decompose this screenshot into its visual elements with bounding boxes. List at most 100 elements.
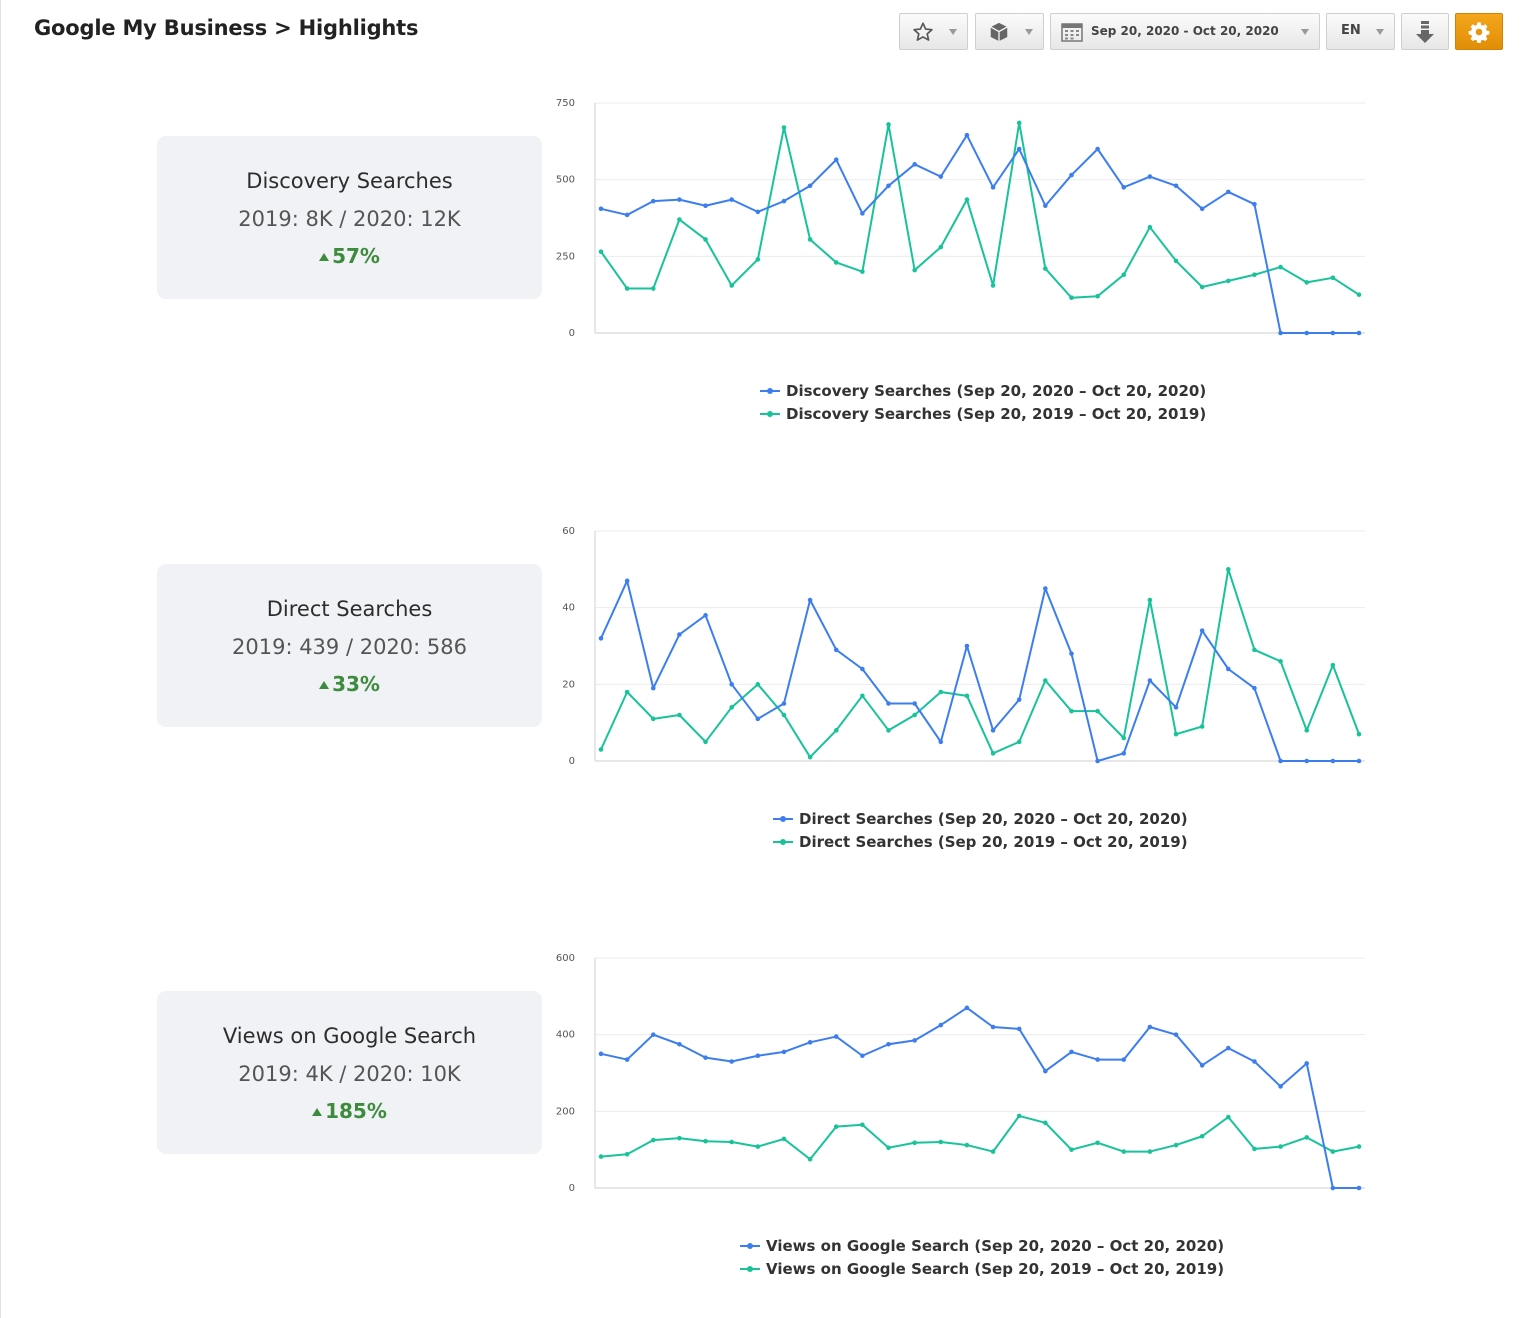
- data-point[interactable]: [1330, 758, 1336, 764]
- data-point[interactable]: [1121, 1057, 1127, 1062]
- data-point[interactable]: [1016, 697, 1022, 702]
- data-point[interactable]: [1043, 678, 1048, 683]
- data-point[interactable]: [1095, 146, 1100, 152]
- data-point[interactable]: [1016, 120, 1022, 126]
- legend-item[interactable]: Views on Google Search (Sep 20, 2020 – O…: [545, 1234, 1385, 1257]
- data-point[interactable]: [1199, 628, 1205, 633]
- data-point[interactable]: [1069, 1049, 1074, 1055]
- data-point[interactable]: [1278, 1084, 1283, 1089]
- data-point[interactable]: [833, 1034, 839, 1039]
- data-point[interactable]: [1252, 272, 1257, 278]
- data-point[interactable]: [1147, 1024, 1153, 1030]
- data-point[interactable]: [624, 578, 630, 584]
- data-point[interactable]: [1043, 586, 1048, 591]
- data-point[interactable]: [677, 1135, 682, 1141]
- data-point[interactable]: [938, 1139, 944, 1145]
- data-point[interactable]: [1043, 1068, 1048, 1074]
- data-point[interactable]: [624, 1057, 630, 1062]
- data-point[interactable]: [1016, 1113, 1022, 1119]
- data-point[interactable]: [886, 1041, 891, 1047]
- data-point[interactable]: [1226, 278, 1231, 284]
- data-point[interactable]: [598, 1051, 604, 1057]
- data-point[interactable]: [990, 283, 996, 288]
- legend-item[interactable]: Views on Google Search (Sep 20, 2019 – O…: [545, 1257, 1385, 1280]
- data-point[interactable]: [598, 1154, 604, 1159]
- data-point[interactable]: [1095, 758, 1100, 764]
- data-point[interactable]: [1356, 758, 1362, 764]
- data-point[interactable]: [598, 249, 604, 255]
- data-point[interactable]: [1147, 224, 1153, 230]
- data-point[interactable]: [677, 217, 682, 222]
- data-point[interactable]: [677, 197, 682, 202]
- view-selector-button[interactable]: [975, 13, 1044, 50]
- data-point[interactable]: [990, 728, 996, 733]
- data-point[interactable]: [1095, 293, 1100, 299]
- data-point[interactable]: [781, 1049, 787, 1055]
- data-point[interactable]: [1069, 651, 1074, 656]
- data-point[interactable]: [1356, 1144, 1362, 1149]
- data-point[interactable]: [650, 716, 656, 722]
- data-point[interactable]: [1147, 597, 1153, 603]
- data-point[interactable]: [886, 1145, 891, 1151]
- data-point[interactable]: [1356, 330, 1362, 336]
- data-point[interactable]: [912, 267, 917, 273]
- data-point[interactable]: [833, 647, 839, 653]
- data-point[interactable]: [1069, 708, 1074, 714]
- data-point[interactable]: [755, 257, 761, 262]
- data-point[interactable]: [1173, 258, 1179, 264]
- data-point[interactable]: [807, 754, 813, 760]
- data-point[interactable]: [860, 693, 865, 699]
- legend-item[interactable]: Discovery Searches (Sep 20, 2020 – Oct 2…: [545, 379, 1385, 402]
- data-point[interactable]: [650, 1032, 656, 1037]
- data-point[interactable]: [1016, 1026, 1022, 1032]
- data-point[interactable]: [990, 1149, 996, 1154]
- data-point[interactable]: [1278, 330, 1283, 336]
- data-point[interactable]: [729, 1139, 734, 1145]
- data-point[interactable]: [964, 197, 970, 202]
- data-point[interactable]: [1330, 1149, 1336, 1154]
- data-point[interactable]: [912, 701, 917, 706]
- data-point[interactable]: [807, 237, 813, 242]
- date-range-picker[interactable]: Sep 20, 2020 - Oct 20, 2020: [1050, 13, 1320, 50]
- data-point[interactable]: [729, 197, 734, 202]
- data-point[interactable]: [833, 157, 839, 163]
- data-point[interactable]: [1095, 1057, 1100, 1062]
- data-point[interactable]: [703, 237, 708, 242]
- data-point[interactable]: [1173, 731, 1179, 737]
- data-point[interactable]: [886, 183, 891, 189]
- data-point[interactable]: [833, 1124, 839, 1129]
- data-point[interactable]: [1043, 266, 1048, 271]
- legend-item[interactable]: Direct Searches (Sep 20, 2020 – Oct 20, …: [545, 807, 1385, 830]
- data-point[interactable]: [650, 685, 656, 691]
- data-point[interactable]: [1173, 183, 1179, 189]
- data-point[interactable]: [1304, 1061, 1310, 1066]
- data-point[interactable]: [1121, 751, 1127, 756]
- data-point[interactable]: [990, 751, 996, 756]
- data-point[interactable]: [964, 1005, 970, 1011]
- data-point[interactable]: [886, 701, 891, 706]
- data-point[interactable]: [729, 705, 734, 710]
- data-point[interactable]: [990, 185, 996, 190]
- data-point[interactable]: [964, 132, 970, 138]
- data-point[interactable]: [1252, 1146, 1257, 1152]
- data-point[interactable]: [1226, 567, 1231, 572]
- data-point[interactable]: [860, 269, 865, 274]
- data-point[interactable]: [677, 712, 682, 718]
- data-point[interactable]: [1095, 1140, 1100, 1146]
- data-point[interactable]: [1173, 705, 1179, 710]
- data-point[interactable]: [1121, 1149, 1127, 1154]
- data-point[interactable]: [1069, 295, 1074, 301]
- data-point[interactable]: [624, 689, 630, 695]
- data-point[interactable]: [1330, 662, 1336, 668]
- data-point[interactable]: [1356, 292, 1362, 297]
- data-point[interactable]: [938, 739, 944, 745]
- data-point[interactable]: [860, 211, 865, 216]
- data-point[interactable]: [1173, 1142, 1179, 1148]
- data-point[interactable]: [1016, 739, 1022, 745]
- data-point[interactable]: [1095, 708, 1100, 714]
- data-point[interactable]: [650, 286, 656, 291]
- data-point[interactable]: [938, 689, 944, 695]
- data-point[interactable]: [729, 682, 734, 687]
- legend-item[interactable]: Direct Searches (Sep 20, 2019 – Oct 20, …: [545, 830, 1385, 853]
- data-point[interactable]: [703, 1055, 708, 1060]
